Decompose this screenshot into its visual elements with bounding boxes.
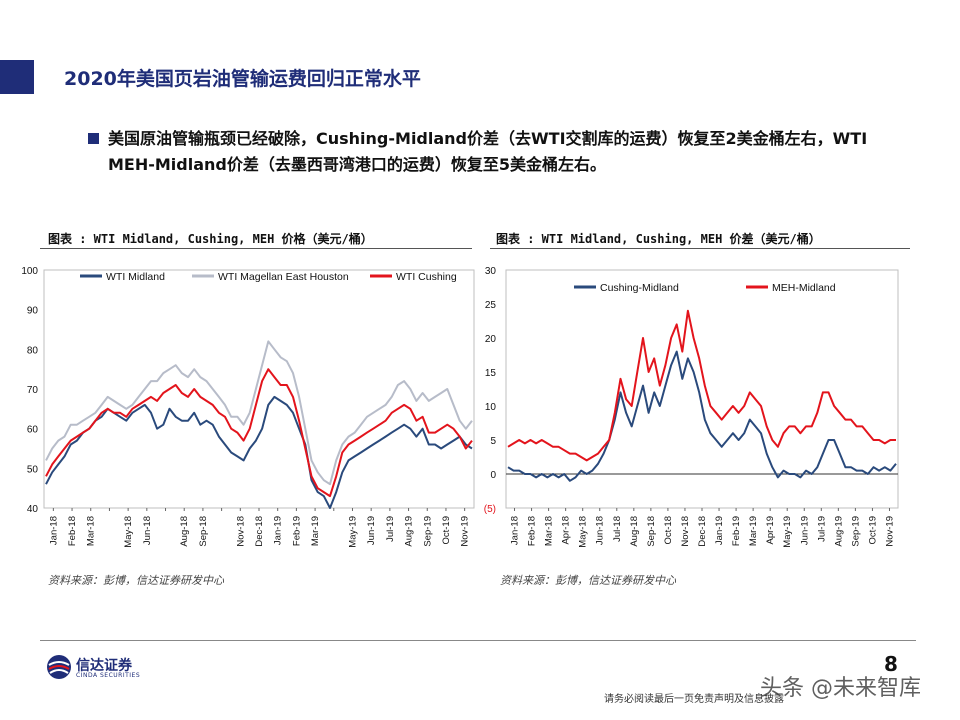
left-chart-x-tick-label: Oct-19	[441, 516, 452, 545]
left-chart-legend-label: WTI Magellan East Houston	[218, 271, 349, 283]
left-chart-x-tick-label: May-19	[347, 516, 358, 548]
right-chart-legend-label: Cushing-Midland	[600, 282, 679, 294]
left-chart-y-tick-label: 60	[27, 425, 39, 436]
right-chart-x-tick-label: Mar-18	[544, 516, 555, 546]
right-chart-x-tick-label: Feb-19	[731, 516, 742, 546]
right-caption-rule	[490, 248, 910, 249]
right-chart-x-tick-label: Aug-19	[833, 516, 844, 547]
company-logo: 信达证券 CINDA SECURITIES	[46, 654, 156, 680]
left-chart-x-tick-label: May-18	[123, 516, 134, 548]
left-chart-x-tick-label: Jan-18	[48, 516, 59, 545]
left-chart-series-line-1	[45, 395, 473, 509]
right-chart-x-tick-label: Sep-19	[850, 516, 861, 547]
left-chart-y-tick-label: 90	[27, 306, 39, 317]
right-spread-chart: (5) 0 5 10 15 20 25 30 Jan-18 Feb-18 Mar-18 Apr-18 M…	[484, 266, 899, 548]
logo-mark-icon	[47, 655, 71, 679]
left-chart-x-tick-label: Nov-19	[460, 516, 471, 547]
right-chart-y-tick-label: 20	[485, 334, 497, 345]
left-chart-x-tick-label: Dec-18	[254, 516, 265, 547]
left-chart-x-tick-label: Nov-18	[235, 516, 246, 547]
left-chart-x-tick-label: Jan-19	[273, 516, 284, 545]
right-chart-y-tick-label: 30	[485, 266, 497, 277]
left-chart-x-tick-label: Sep-19	[422, 516, 433, 547]
right-chart-x-tick-label: Dec-18	[697, 516, 708, 547]
watermark: 头条 @未来智库	[760, 676, 921, 701]
logo-text-en: CINDA SECURITIES	[76, 672, 141, 679]
left-chart-y-tick-label: 70	[27, 385, 39, 396]
right-chart-x-tick-label: Jun-19	[799, 516, 810, 545]
left-chart-x-tick-label: Jul-19	[385, 516, 396, 542]
left-chart-x-tick-label: Mar-19	[310, 516, 321, 546]
left-chart-x-tick-label: Mar-18	[86, 516, 97, 546]
left-chart-legend-label: WTI Cushing	[396, 271, 457, 283]
right-chart-x-tick-label: Jan-18	[510, 516, 521, 545]
left-chart-x-tick-label: Sep-18	[198, 516, 209, 547]
right-chart-x-tick-label: Jul-19	[816, 516, 827, 542]
left-chart-y-tick-label: 100	[21, 266, 38, 277]
left-chart-x-tick-label: Feb-19	[291, 516, 302, 546]
logo-text-cn: 信达证券	[76, 658, 132, 674]
right-chart-x-tick-label: Apr-18	[561, 516, 572, 545]
left-chart-x-tick-label: Aug-19	[404, 516, 415, 547]
right-chart-x-tick-label: Oct-18	[663, 516, 674, 545]
right-chart-x-tick-label: Nov-18	[680, 516, 691, 547]
right-chart-y-tick-label: (5)	[484, 504, 496, 515]
left-chart-y-tick-label: 50	[27, 464, 39, 475]
right-chart-y-tick-label: 0	[490, 470, 496, 481]
right-chart-x-tick-label: Jun-18	[595, 516, 606, 545]
right-chart-x-tick-label: May-19	[782, 516, 793, 548]
left-chart-x-tick-label: Feb-18	[67, 516, 78, 546]
right-chart-caption: 图表 : WTI Midland, Cushing, MEH 价差（美元/桶）	[496, 232, 821, 246]
bullet-marker	[88, 133, 99, 144]
right-chart-y-tick-label: 15	[485, 368, 497, 379]
right-chart-x-tick-label: Sep-18	[646, 516, 657, 547]
right-chart-x-tick-label: May-18	[578, 516, 589, 548]
right-chart-series-line-1	[507, 350, 897, 482]
left-chart-x-tick-label: Aug-18	[179, 516, 190, 547]
right-chart-y-tick-label: 10	[485, 402, 497, 413]
left-chart-y-tick-label: 80	[27, 345, 39, 356]
right-chart-series-line-2	[507, 309, 896, 462]
left-chart-caption: 图表 : WTI Midland, Cushing, MEH 价格（美元/桶）	[48, 232, 373, 246]
left-chart-legend-label: WTI Midland	[106, 271, 165, 283]
left-caption-rule	[40, 248, 472, 249]
left-chart-y-tick-label: 40	[27, 504, 39, 515]
title-accent-block	[0, 60, 34, 94]
right-chart-x-tick-label: Jan-19	[714, 516, 725, 545]
right-chart-x-tick-label: Feb-18	[527, 516, 538, 546]
left-price-chart: 40 50 60 70 80 90 100 Jan-18 Feb-18 Mar-18 May-18 J…	[21, 266, 475, 548]
left-chart-series-line-3	[45, 368, 473, 498]
right-chart-plot-frame	[505, 269, 899, 509]
left-chart-series-line-2	[45, 340, 473, 486]
left-chart-x-tick-label: Jun-19	[366, 516, 377, 545]
page-title: 2020年美国页岩油管输运费回归正常水平	[64, 68, 421, 90]
page-number: 8	[884, 652, 898, 676]
right-chart-x-tick-label: Aug-18	[629, 516, 640, 547]
right-chart-x-tick-label: Nov-19	[884, 516, 895, 547]
left-chart-source: 资料来源：彭博，信达证券研发中心	[48, 574, 224, 587]
right-chart-source: 资料来源：彭博，信达证券研发中心	[500, 574, 676, 587]
right-chart-y-tick-label: 25	[485, 300, 497, 311]
left-chart-x-tick-label: Jun-18	[142, 516, 153, 545]
right-chart-x-tick-label: Mar-19	[748, 516, 759, 546]
right-chart-x-tick-label: Apr-19	[765, 516, 776, 545]
right-chart-y-tick-label: 5	[490, 436, 496, 447]
disclaimer: 请务必阅读最后一页免责声明及信息披露	[604, 694, 784, 705]
right-chart-x-tick-label: Oct-19	[867, 516, 878, 545]
footer-rule	[40, 640, 916, 641]
right-chart-x-tick-label: Jul-18	[612, 516, 623, 542]
right-chart-legend-label: MEH-Midland	[772, 282, 836, 294]
bullet-text: 美国原油管输瓶颈已经破除，Cushing-Midland价差（去WTI交割库的运…	[108, 129, 868, 174]
